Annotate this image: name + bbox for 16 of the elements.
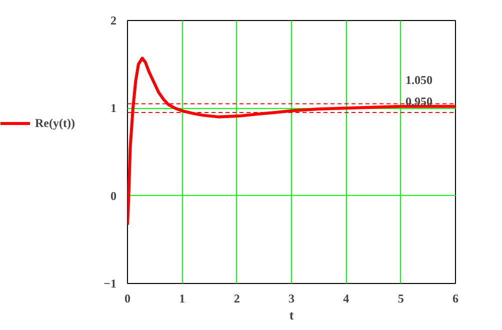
x-tick-label: 4 bbox=[343, 292, 350, 306]
x-axis-title: t bbox=[289, 308, 294, 322]
y-tick-label: 2 bbox=[110, 14, 116, 28]
legend-label: Re(y(t)) bbox=[35, 116, 75, 130]
x-tick-label: 2 bbox=[234, 292, 240, 306]
y-tick-label: 1 bbox=[110, 101, 116, 116]
ref-line-label: 0.950 bbox=[406, 94, 432, 109]
x-tick-label: 5 bbox=[398, 292, 404, 306]
y-tick-label: 0 bbox=[110, 188, 116, 203]
x-tick-label: 3 bbox=[288, 292, 294, 306]
x-tick-label: 1 bbox=[179, 292, 186, 306]
x-tick-label: 6 bbox=[452, 292, 458, 306]
x-tick-label: 0 bbox=[124, 292, 130, 306]
ref-line-label: 1.050 bbox=[406, 72, 432, 87]
line-series bbox=[128, 56, 456, 226]
y-tick-label: −1 bbox=[104, 276, 117, 290]
